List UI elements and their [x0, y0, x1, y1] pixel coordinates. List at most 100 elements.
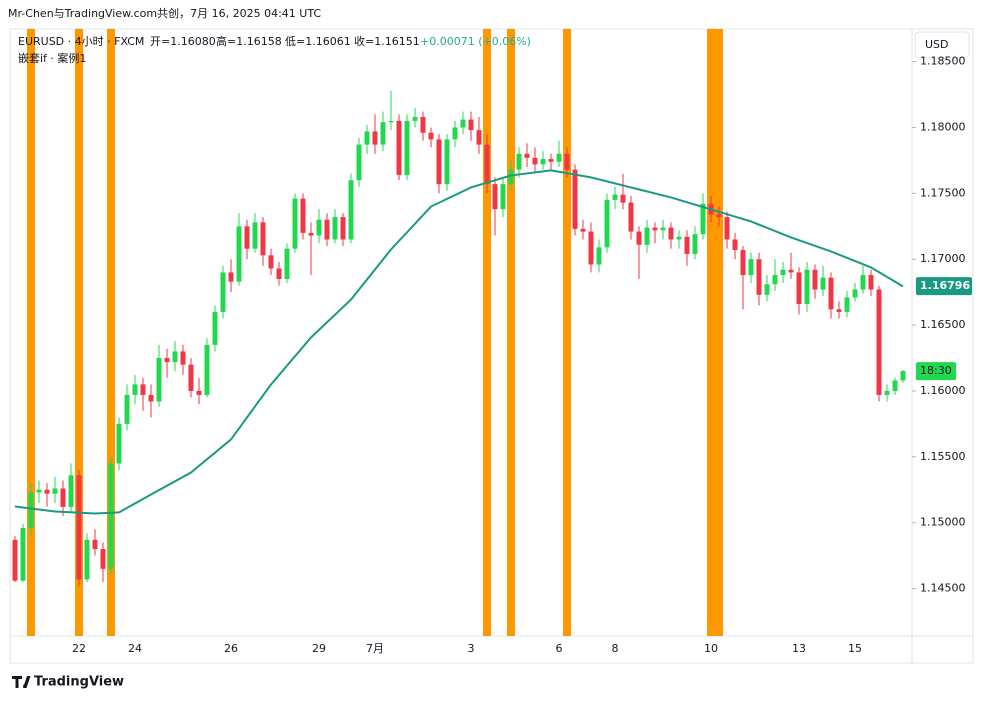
- candle-body: [348, 180, 354, 240]
- candle-body: [556, 153, 562, 162]
- brand: TradingView: [34, 675, 124, 690]
- candle-body: [844, 297, 850, 312]
- change: +0.00071 (+0.06%): [420, 35, 531, 48]
- candle-body: [620, 194, 626, 203]
- candle-body: [804, 269, 810, 305]
- candle-body: [180, 351, 186, 365]
- candle-body: [852, 289, 858, 298]
- candle-body: [276, 268, 282, 279]
- candle-body: [220, 272, 226, 312]
- candle-body: [700, 203, 706, 235]
- candle-body: [772, 275, 778, 285]
- candle-body: [540, 159, 546, 165]
- candle-body: [588, 231, 594, 265]
- candle-body: [60, 488, 66, 507]
- candle-body: [316, 219, 322, 236]
- candle-body: [724, 217, 730, 240]
- candle-body: [132, 384, 138, 395]
- candle-body: [492, 184, 498, 210]
- candle-body: [412, 116, 418, 121]
- candle-body: [460, 119, 466, 128]
- signal-band: [563, 29, 571, 636]
- candle-body: [636, 231, 642, 245]
- candle-body: [780, 269, 786, 276]
- indicator-name: 嵌套if · 案例1: [18, 51, 86, 65]
- signal-band: [707, 29, 715, 636]
- candle-body: [196, 390, 202, 395]
- candle-body: [828, 277, 834, 310]
- x-tick-label: 8: [612, 642, 619, 655]
- ohlc-close: 收=1.16151: [354, 34, 420, 48]
- candle-body: [324, 219, 330, 240]
- y-tick-label: 1.18000: [920, 120, 966, 133]
- candle-body: [236, 226, 242, 282]
- candle-body: [252, 222, 258, 249]
- signal-band: [507, 29, 515, 636]
- candle-body: [92, 539, 98, 550]
- candle-body: [836, 309, 842, 312]
- candle-body: [388, 120, 394, 123]
- moving-average: [14, 169, 904, 515]
- candle-body: [860, 275, 866, 290]
- y-tick-label: 1.18500: [920, 55, 966, 68]
- candle-body: [380, 122, 386, 145]
- plot: [12, 29, 906, 636]
- candle-body: [692, 234, 698, 254]
- y-tick-label: 1.17000: [920, 252, 966, 265]
- candle-body: [76, 475, 82, 580]
- candle-body: [164, 358, 170, 362]
- candle-body: [52, 488, 58, 494]
- candle-body: [28, 492, 34, 528]
- candle-body: [420, 116, 426, 133]
- x-tick-label: 7月: [366, 642, 384, 655]
- y-tick-label: 1.15500: [920, 450, 966, 463]
- candle-body: [172, 351, 178, 362]
- candle-body: [444, 139, 450, 185]
- signal-band: [715, 29, 723, 636]
- candle-body: [564, 153, 570, 170]
- candle-body: [572, 169, 578, 229]
- candle-body: [652, 227, 658, 231]
- candle-body: [404, 120, 410, 175]
- x-tick-label: 13: [792, 642, 806, 655]
- candle-body: [228, 272, 234, 282]
- candle-body: [788, 269, 794, 273]
- candle-body: [284, 248, 290, 279]
- candle-body: [900, 371, 906, 381]
- candle-body: [476, 130, 482, 145]
- candle-body: [204, 344, 210, 395]
- candle-body: [596, 247, 602, 265]
- currency[interactable]: USD: [925, 38, 949, 51]
- candle-body: [580, 228, 586, 232]
- x-tick-label: 22: [72, 642, 86, 655]
- candle-body: [508, 169, 514, 185]
- candle-body: [68, 475, 74, 507]
- y-tick-label: 1.14500: [920, 582, 966, 595]
- candle-body: [660, 227, 666, 231]
- brand-logo: [12, 676, 31, 688]
- candle-body: [156, 358, 162, 402]
- candle-body: [340, 217, 346, 240]
- candle-body: [748, 259, 754, 276]
- candle-body: [108, 463, 114, 569]
- symbol: EURUSD · 4小时 · FXCM: [18, 35, 144, 48]
- candle-body: [884, 390, 890, 395]
- candle-body: [820, 277, 826, 290]
- candle-body: [612, 194, 618, 200]
- candle-body: [676, 236, 682, 240]
- candle-body: [868, 275, 874, 290]
- y-tick-label: 1.15000: [920, 516, 966, 529]
- candle-body: [188, 364, 194, 391]
- y-tick-label: 1.16000: [920, 384, 966, 397]
- candle-body: [644, 227, 650, 245]
- candle-body: [468, 119, 474, 131]
- chart-frame: [9, 28, 974, 664]
- currency-button[interactable]: [914, 31, 970, 59]
- x-tick-label: 24: [128, 642, 142, 655]
- countdown-tag: [916, 362, 956, 381]
- signal-band: [483, 29, 491, 636]
- ohlc-low: 低=1.16061: [285, 35, 351, 48]
- x-tick-label: 10: [704, 642, 718, 655]
